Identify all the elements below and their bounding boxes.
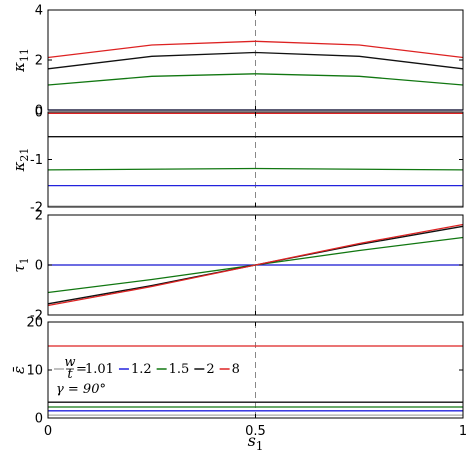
- y-tick-label: 4: [35, 4, 43, 19]
- series-line-w-over-t-8: [47, 40, 464, 59]
- legend: wt =1.01 1.2 1.5 2 8 γ = 90°: [54, 355, 240, 397]
- x-tick-label: 1: [459, 424, 467, 439]
- x-tick-label: 0.5: [245, 424, 266, 439]
- y-axis-label: ε̄: [10, 366, 28, 374]
- series-line-w-over-t-1.5: [47, 73, 464, 86]
- y-tick-label: -1: [30, 153, 43, 168]
- x-axis-label-subscript: 1: [256, 439, 264, 453]
- legend-label-2: 2: [206, 362, 214, 377]
- x-axis-label-symbol: s: [248, 431, 256, 450]
- panel-2: -2 -1 0 κ21: [10, 106, 464, 216]
- panel-3: -2 0 2 τ1: [10, 209, 464, 324]
- y-axis-label-symbol: τ: [10, 264, 28, 273]
- y-tick-label: 2: [35, 54, 43, 69]
- y-axis-label-subscript: 1: [18, 257, 31, 264]
- series-line-w-over-t-2: [47, 51, 464, 70]
- x-tick-label: 0: [44, 424, 52, 439]
- y-axis-label-symbol: κ: [10, 62, 28, 73]
- y-tick-label: 20: [26, 316, 43, 331]
- y-axis-label-subscript: 11: [18, 48, 31, 62]
- y-axis-label: κ11: [10, 48, 31, 73]
- series-line-w-over-t-1.5: [47, 167, 464, 171]
- legend-label-1.5: 1.5: [169, 362, 190, 377]
- legend-label-8: 8: [232, 362, 240, 377]
- legend-fraction-equals: =: [76, 362, 87, 377]
- y-tick-label: 0: [35, 104, 43, 119]
- y-axis-label-symbol: κ: [10, 161, 28, 172]
- series-line-w-over-t-8: [47, 223, 464, 307]
- y-tick-label: 0: [35, 106, 43, 121]
- y-tick-label: -2: [30, 201, 43, 216]
- legend-label-1.2: 1.2: [131, 362, 152, 377]
- y-axis-label: κ21: [10, 148, 31, 173]
- y-tick-label: -2: [30, 309, 43, 324]
- y-axis-label: τ1: [10, 257, 31, 272]
- y-tick-label: 2: [35, 209, 43, 224]
- y-tick-label: 0: [35, 412, 43, 427]
- y-tick-label: 0: [35, 259, 43, 274]
- panel-1: 0 2 4 κ11: [10, 4, 464, 119]
- legend-fraction-numerator: w: [64, 355, 75, 370]
- legend-gamma: γ = 90°: [56, 382, 106, 397]
- legend-label-1.01: 1.01: [85, 362, 114, 377]
- y-tick-label: 10: [26, 364, 43, 379]
- x-axis-label: s1: [248, 431, 264, 453]
- y-axis-label-subscript: 21: [18, 148, 31, 162]
- panel-4: 0 10 20 ε̄: [10, 316, 464, 427]
- legend-fraction-denominator: t: [67, 367, 73, 382]
